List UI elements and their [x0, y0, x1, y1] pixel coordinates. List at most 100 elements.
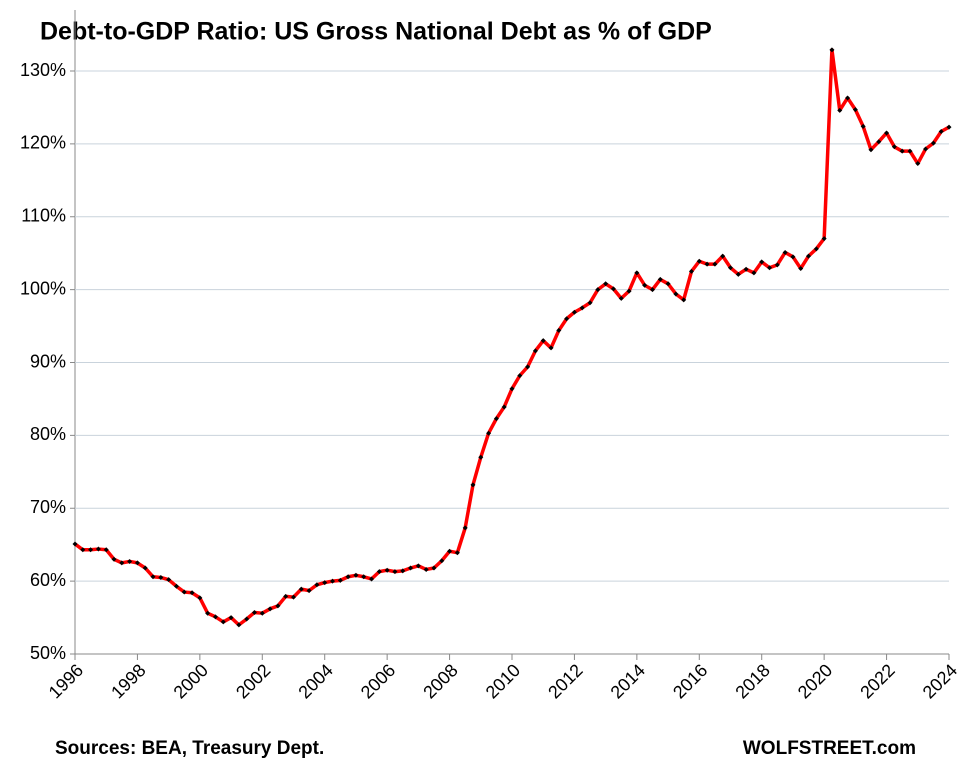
data-point [610, 286, 616, 292]
data-point [353, 572, 359, 578]
data-point [173, 583, 179, 589]
data-point [603, 281, 609, 287]
data-point [306, 588, 312, 594]
data-point [259, 610, 265, 616]
data-point [852, 107, 858, 113]
data-point [782, 249, 788, 255]
data-point [181, 589, 187, 595]
data-point [798, 265, 804, 271]
data-point [564, 316, 570, 322]
data-point [345, 574, 351, 580]
data-point [88, 547, 94, 553]
y-tick-label: 90% [30, 351, 66, 371]
data-point [899, 148, 905, 154]
data-point [649, 287, 655, 293]
data-point [95, 546, 101, 552]
data-point [860, 123, 866, 129]
y-tick-label: 70% [30, 497, 66, 517]
data-point [361, 574, 367, 580]
x-tick-label: 2002 [232, 660, 274, 702]
data-point [134, 560, 140, 566]
data-point [767, 265, 773, 271]
x-tick-label: 2022 [856, 660, 898, 702]
data-point [813, 246, 819, 252]
chart-title: Debt-to-GDP Ratio: US Gross National Deb… [40, 18, 712, 46]
data-point [891, 144, 897, 150]
credit: WOLFSTREET.com [743, 738, 916, 759]
data-point [712, 261, 718, 267]
data-point [447, 548, 453, 554]
x-tick-label: 2014 [607, 660, 649, 702]
data-point [228, 615, 234, 621]
data-point [400, 568, 406, 574]
data-point [127, 558, 133, 564]
data-point [907, 148, 913, 154]
x-tick-label: 2016 [669, 660, 711, 702]
y-tick-label: 60% [30, 570, 66, 590]
data-point [376, 569, 382, 575]
data-point [642, 282, 648, 288]
data-point [244, 616, 250, 622]
data-point [595, 287, 601, 293]
source-note: Sources: BEA, Treasury Dept. [55, 738, 324, 759]
data-point [439, 558, 445, 564]
data-point [774, 262, 780, 268]
data-point [790, 254, 796, 260]
data-point [119, 560, 125, 566]
data-point [150, 574, 156, 580]
x-tick-label: 1996 [45, 660, 87, 702]
data-point [158, 574, 164, 580]
data-point [720, 253, 726, 259]
data-point [392, 569, 398, 575]
data-point [540, 338, 546, 344]
data-point [579, 305, 585, 311]
data-point [837, 107, 843, 113]
x-tick-label: 2004 [294, 660, 336, 702]
data-point [493, 416, 499, 422]
data-point [205, 610, 211, 616]
data-point [532, 348, 538, 354]
x-tick-label: 2000 [170, 660, 212, 702]
x-tick-label: 2008 [419, 660, 461, 702]
data-point [728, 265, 733, 271]
data-point [142, 565, 148, 571]
data-point [166, 577, 172, 583]
data-point [571, 309, 577, 315]
data-point [415, 563, 421, 569]
data-point [587, 300, 593, 306]
data-point [322, 580, 328, 586]
x-tick-label: 1998 [107, 660, 149, 702]
data-point [657, 276, 663, 282]
data-point [634, 270, 640, 276]
data-point [314, 582, 320, 588]
x-tick-label: 2024 [919, 660, 961, 702]
data-line [73, 48, 950, 627]
data-point [501, 404, 507, 410]
data-point [283, 593, 289, 599]
data-point [946, 124, 952, 130]
y-tick-label: 120% [20, 133, 66, 153]
data-point [408, 565, 414, 571]
x-tick-label: 2010 [482, 660, 524, 702]
data-point [626, 288, 632, 294]
data-point [868, 147, 874, 153]
y-tick-label: 110% [21, 206, 66, 226]
data-point [915, 161, 921, 167]
y-tick-label: 130% [20, 60, 66, 80]
data-point [923, 146, 929, 152]
data-point [665, 281, 671, 287]
data-point [220, 619, 226, 625]
data-point [423, 566, 429, 572]
data-point [291, 594, 296, 600]
data-point [704, 261, 710, 267]
data-point [337, 577, 343, 583]
data-point [369, 576, 375, 582]
y-tick-label: 80% [30, 424, 66, 444]
x-tick-label: 2012 [544, 660, 586, 702]
data-point [330, 578, 336, 584]
data-point [821, 236, 827, 242]
data-point [486, 430, 492, 436]
data-point [829, 47, 835, 53]
data-point [938, 128, 944, 134]
data-point [735, 271, 741, 277]
